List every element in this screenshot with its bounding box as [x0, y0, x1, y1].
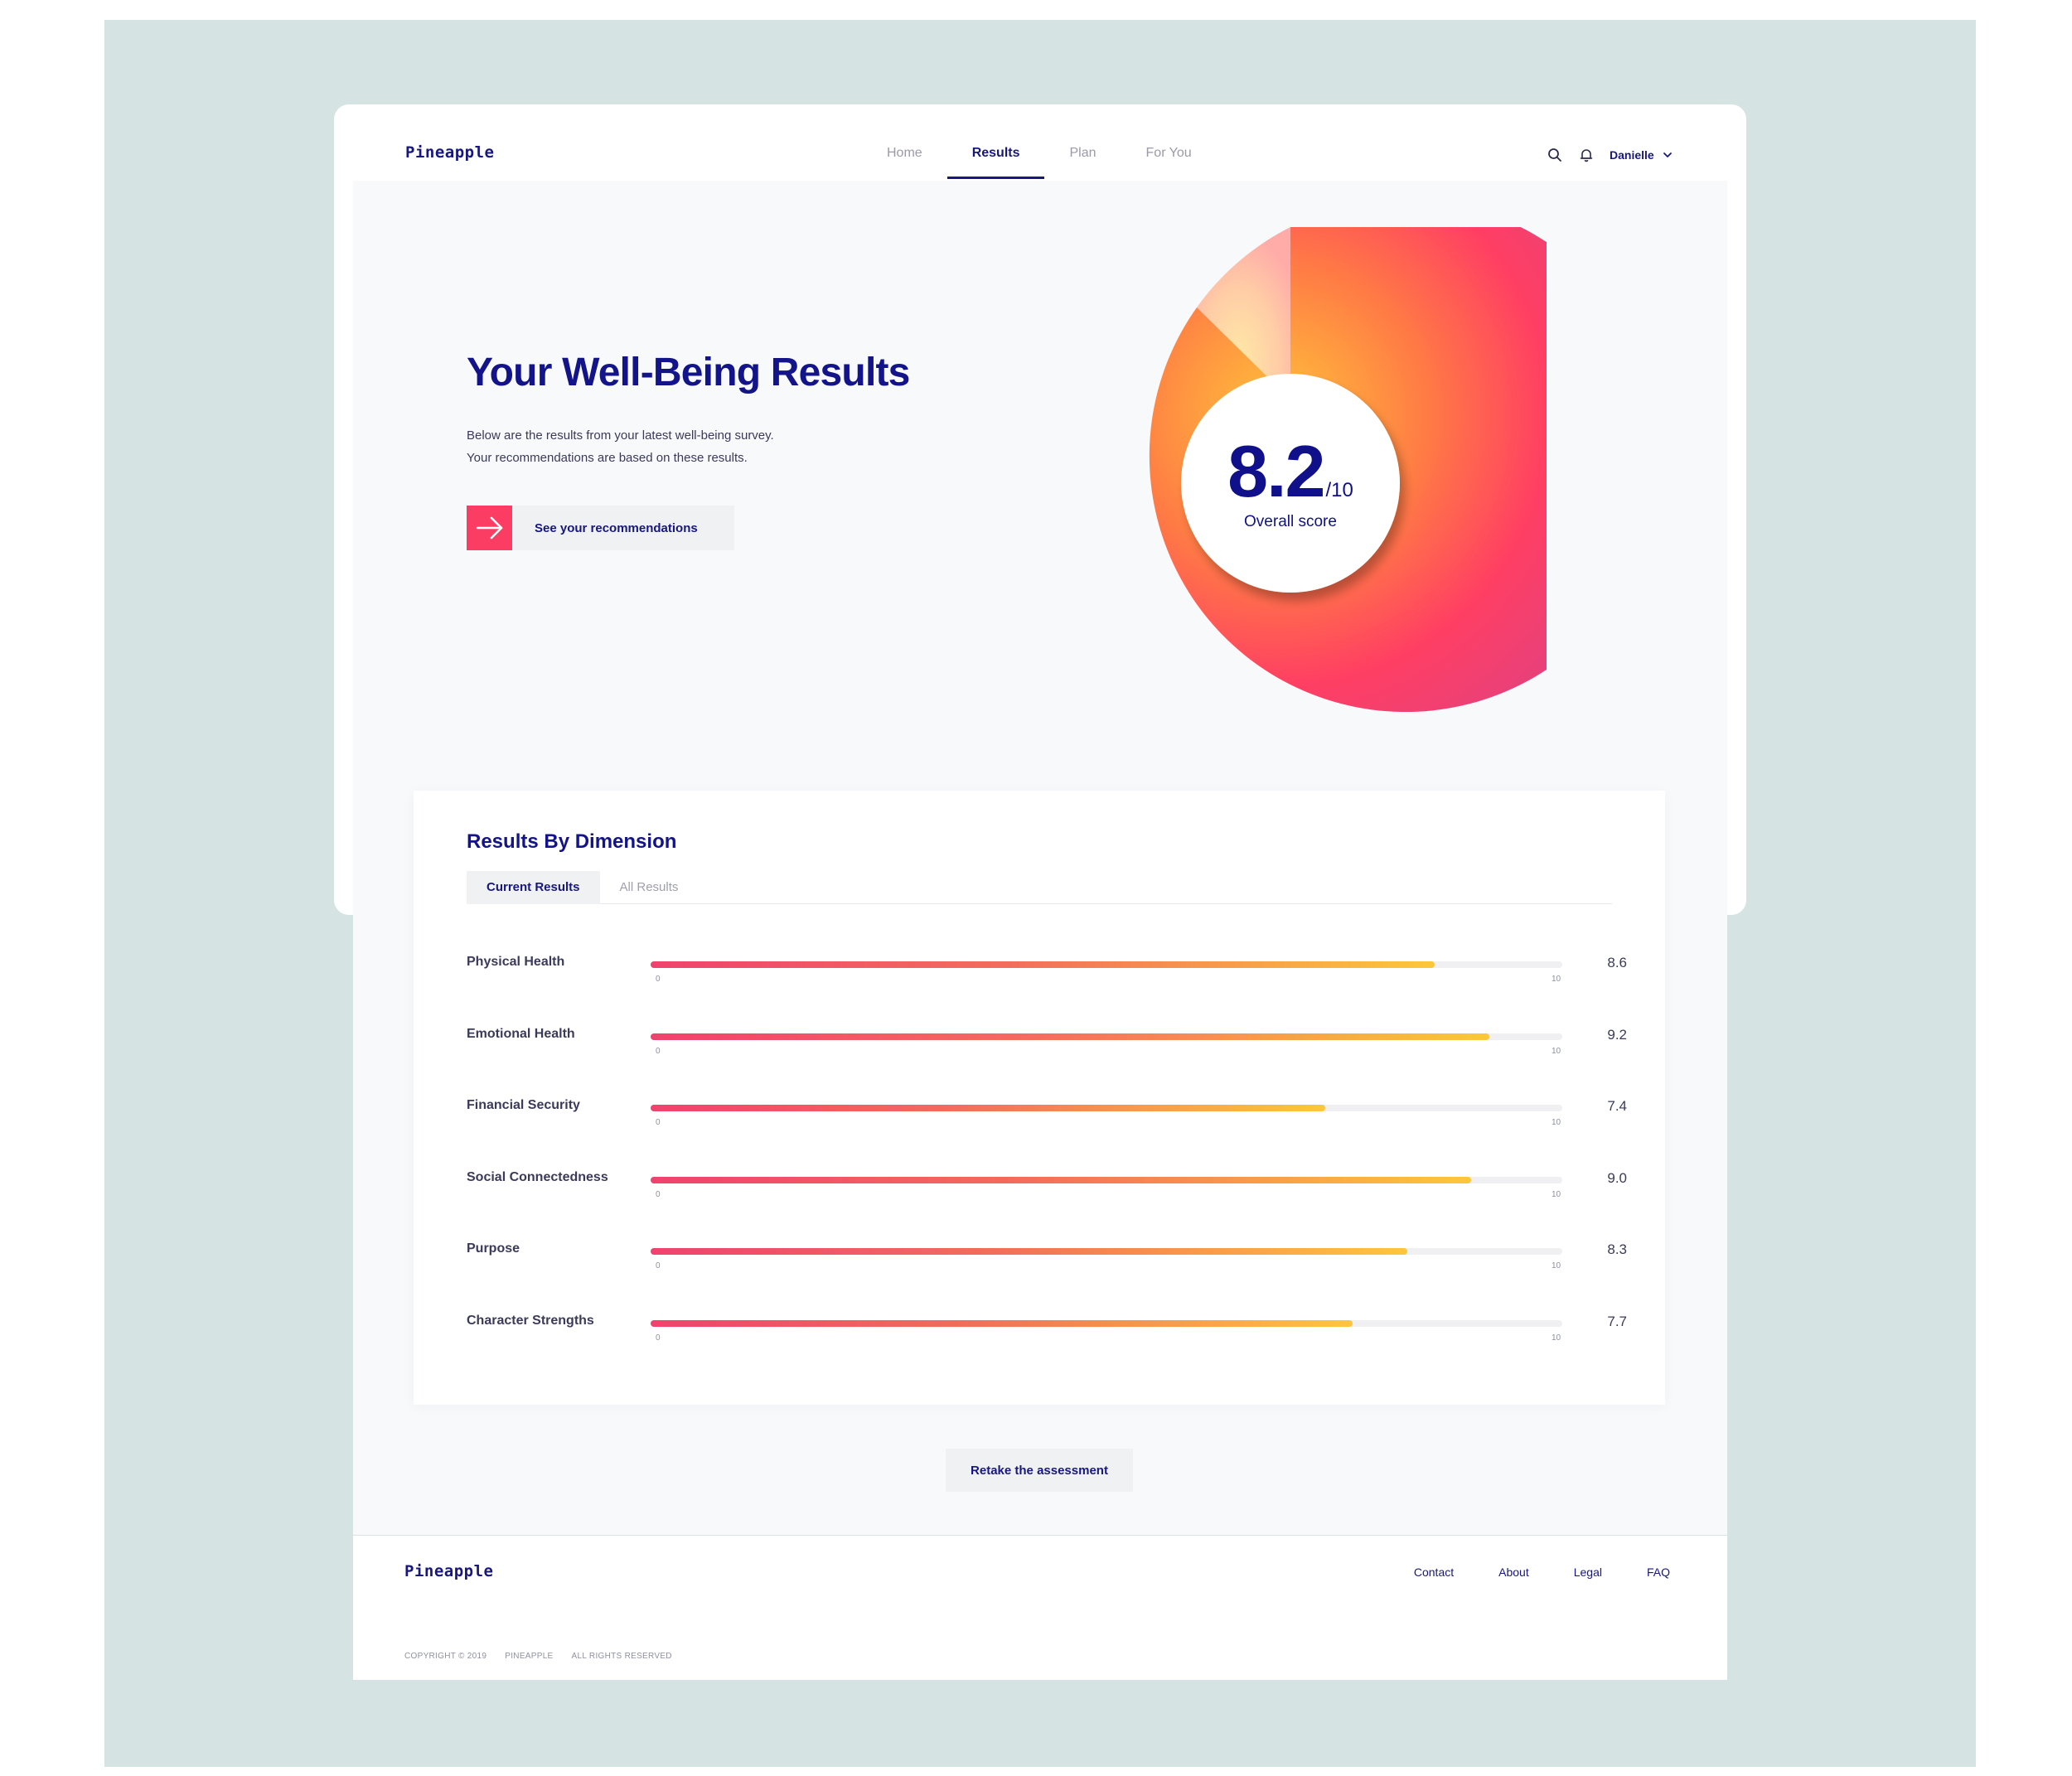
- score-value-line: 8.2 /10: [1227, 435, 1353, 508]
- search-icon[interactable]: [1547, 147, 1563, 163]
- scale-max-tick: 10: [1552, 1333, 1561, 1343]
- hero-description-line-1: Below are the results from your latest w…: [467, 428, 774, 443]
- dimension-label: Character Strengths: [467, 1313, 594, 1328]
- dimension-bar-fill: [651, 1033, 1489, 1040]
- dimension-bar-fill: [651, 1248, 1407, 1255]
- scale-min-tick: 0: [656, 1189, 661, 1199]
- nav-tab-home[interactable]: Home: [887, 146, 922, 160]
- dimension-bar-fill: [651, 1105, 1325, 1111]
- tab-all-results[interactable]: All Results: [619, 880, 679, 894]
- donut-remaining-segment: [1197, 227, 1290, 399]
- dimension-label: Physical Health: [467, 955, 565, 969]
- copyright-year: COPYRIGHT © 2019: [404, 1652, 487, 1661]
- dimension-value: 9.2: [1607, 1026, 1627, 1043]
- footer-link-faq[interactable]: FAQ: [1646, 1565, 1670, 1579]
- copyright-rights: ALL RIGHTS RESERVED: [571, 1652, 672, 1661]
- scale-max-tick: 10: [1552, 975, 1561, 984]
- footer: Pineapple Contact About Legal FAQ COPYRI…: [353, 1536, 1727, 1680]
- dimension-tabs: Current Results All Results: [467, 871, 1612, 904]
- dimension-bar-track: [651, 1105, 1562, 1111]
- dimension-row: Social Connectedness 0 10 9.0: [467, 1170, 1627, 1212]
- dimension-value: 8.6: [1607, 955, 1627, 970]
- footer-link-about[interactable]: About: [1498, 1565, 1529, 1579]
- donut-center: [1181, 374, 1400, 593]
- dimension-bar-track: [651, 1248, 1562, 1255]
- dimension-value: 7.7: [1607, 1313, 1627, 1329]
- dimension-row: Character Strengths 0 10 7.7: [467, 1314, 1627, 1355]
- score-label: Overall score: [1244, 513, 1337, 530]
- arrow-right-icon: [467, 506, 512, 550]
- footer-link-contact[interactable]: Contact: [1413, 1565, 1455, 1579]
- dimension-value: 8.3: [1607, 1241, 1627, 1257]
- scale-min-tick: 0: [656, 1333, 661, 1343]
- dimension-label: Emotional Health: [467, 1026, 575, 1041]
- dimension-bar-fill: [651, 1176, 1471, 1183]
- scale-max-tick: 10: [1552, 1046, 1561, 1056]
- see-recommendations-button[interactable]: See your recommendations: [467, 506, 734, 550]
- user-name: Danielle: [1610, 148, 1654, 162]
- dimension-row: Financial Security 0 10 7.4: [467, 1098, 1627, 1140]
- dimension-bar-fill: [651, 1319, 1353, 1327]
- scale-max-tick: 10: [1552, 1261, 1561, 1270]
- results-by-dimension-card: Results By Dimension Current Results All…: [414, 791, 1665, 1405]
- dimension-label: Purpose: [467, 1241, 520, 1256]
- dimension-row: Physical Health 0 10 8.6: [467, 955, 1627, 996]
- scale-max-tick: 10: [1552, 1118, 1561, 1127]
- logo[interactable]: Pineapple: [405, 143, 495, 162]
- dimension-label: Financial Security: [467, 1098, 580, 1112]
- header-actions: Danielle: [1547, 144, 1676, 166]
- user-menu[interactable]: Danielle: [1610, 147, 1676, 163]
- hero-description-line-2: Your recommendations are based on these …: [467, 451, 748, 465]
- dimension-bar-track: [651, 1319, 1562, 1327]
- bell-icon[interactable]: [1578, 147, 1595, 163]
- scale-min-tick: 0: [656, 1118, 661, 1127]
- dimension-row: Emotional Health 0 10 9.2: [467, 1027, 1627, 1068]
- dimension-bar-track: [651, 961, 1562, 968]
- nav-tab-for-you[interactable]: For You: [1145, 146, 1192, 160]
- dimension-value: 7.4: [1607, 1098, 1627, 1114]
- score-value: 8.2: [1227, 430, 1325, 512]
- footer-link-legal[interactable]: Legal: [1573, 1565, 1602, 1579]
- scale-min-tick: 0: [656, 1261, 661, 1270]
- nav-tab-results[interactable]: Results: [946, 133, 1045, 179]
- chevron-down-icon: [1659, 147, 1676, 163]
- dimensions-title: Results By Dimension: [467, 830, 677, 853]
- copyright-company: PINEAPPLE: [505, 1652, 554, 1661]
- dimension-bar-fill: [651, 961, 1435, 968]
- footer-links: Contact About Legal FAQ: [1414, 1565, 1670, 1579]
- dimension-value: 9.0: [1607, 1169, 1627, 1186]
- dimension-row: Purpose 0 10 8.3: [467, 1241, 1627, 1283]
- copyright: COPYRIGHT © 2019 PINEAPPLE ALL RIGHTS RE…: [404, 1652, 672, 1661]
- scale-min-tick: 0: [656, 975, 661, 984]
- score-denominator: /10: [1325, 479, 1353, 501]
- footer-logo[interactable]: Pineapple: [404, 1562, 494, 1580]
- dimension-bar-track: [651, 1033, 1562, 1040]
- overall-score-donut: [1149, 227, 1547, 712]
- page-title: Your Well-Being Results: [467, 351, 910, 394]
- dimension-bar-track: [651, 1176, 1562, 1183]
- hero-description: Below are the results from your latest w…: [467, 424, 774, 469]
- nav-tab-plan[interactable]: Plan: [1069, 146, 1097, 160]
- tab-current-results[interactable]: Current Results: [467, 871, 600, 904]
- retake-assessment-button[interactable]: Retake the assessment: [946, 1449, 1133, 1492]
- scale-min-tick: 0: [656, 1046, 661, 1056]
- overall-score: 8.2 /10 Overall score: [1183, 375, 1398, 591]
- dimension-label: Social Connectedness: [467, 1169, 608, 1184]
- main-nav: Home Results Plan For You: [862, 133, 1217, 179]
- see-recommendations-label: See your recommendations: [535, 520, 698, 535]
- scale-max-tick: 10: [1552, 1189, 1561, 1199]
